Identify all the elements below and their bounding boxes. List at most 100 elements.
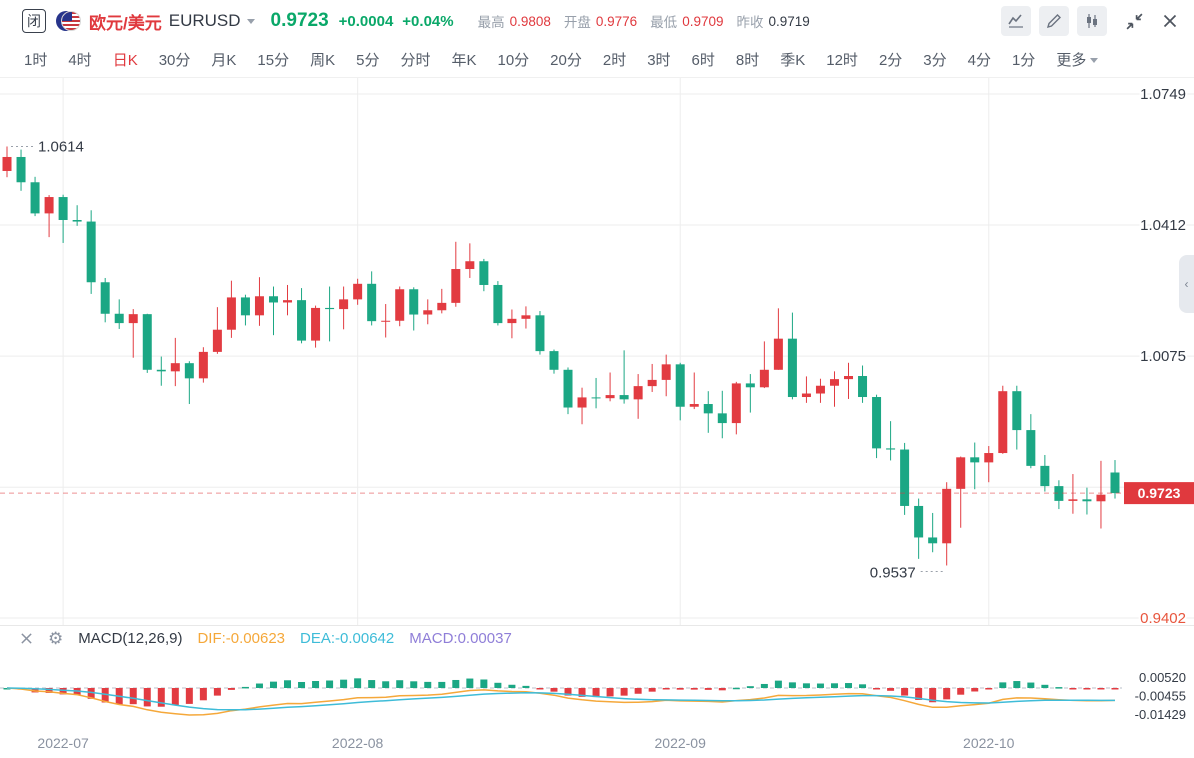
tab-15分[interactable]: 15分	[257, 52, 290, 69]
close-window-button[interactable]	[1162, 13, 1178, 29]
tab-more[interactable]: 更多	[1056, 49, 1099, 70]
tab-30分[interactable]: 30分	[158, 52, 191, 69]
macd-bar	[157, 688, 165, 707]
tab-周K[interactable]: 周K	[310, 52, 336, 69]
macd-bar	[746, 686, 754, 688]
macd-settings-button[interactable]: ⚙	[48, 629, 64, 648]
candle	[717, 413, 727, 424]
macd-value-label: MACD:0.00037	[409, 630, 512, 647]
macd-dea-label: DEA:-0.00642	[300, 630, 395, 647]
candle	[283, 300, 293, 303]
chevron-left-icon: ‹	[1184, 277, 1189, 291]
macd-bar	[59, 688, 67, 695]
candle	[1068, 499, 1078, 501]
tab-1时[interactable]: 1时	[24, 52, 48, 69]
grid-lines	[0, 78, 1194, 625]
tab-4分[interactable]: 4分	[967, 52, 991, 69]
tab-12时[interactable]: 12时	[826, 52, 858, 69]
tab-20分[interactable]: 20分	[550, 52, 582, 69]
candle	[311, 307, 321, 341]
dif-line	[6, 687, 1116, 716]
collapse-window-button[interactable]	[1125, 12, 1144, 31]
pair-symbol[interactable]: EURUSD	[168, 11, 241, 30]
tab-3时[interactable]: 3时	[647, 52, 671, 69]
macd-bar	[943, 688, 951, 700]
macd-bar	[929, 688, 937, 703]
side-panel-toggle[interactable]: ‹	[1179, 255, 1194, 313]
candle	[297, 300, 307, 341]
macd-header: ⚙ MACD(12,26,9) DIF:-0.00623 DEA:-0.0064…	[0, 626, 1194, 651]
tab-日K[interactable]: 日K	[112, 52, 138, 69]
draw-tool-button[interactable]	[1039, 6, 1069, 36]
candle	[381, 320, 391, 322]
x-axis: 2022-07 2022-08 2022-09 2022-10	[0, 728, 1194, 758]
candle	[226, 297, 236, 330]
dea-line	[6, 687, 1115, 711]
macd-bar	[634, 688, 642, 694]
chart-type-button[interactable]	[1001, 6, 1031, 36]
candle	[970, 457, 980, 463]
macd-bar	[1111, 688, 1119, 690]
macd-remove-button[interactable]	[20, 632, 33, 645]
x-axis-label: 2022-07	[37, 735, 89, 751]
tab-4时[interactable]: 4时	[68, 52, 92, 69]
macd-bar	[227, 688, 235, 690]
indicator-settings-button[interactable]	[1077, 6, 1107, 36]
tab-年K[interactable]: 年K	[451, 52, 477, 69]
stat-value: 0.9776	[595, 13, 638, 29]
macd-bar	[592, 688, 600, 698]
macd-bar	[648, 688, 656, 692]
tab-8时[interactable]: 8时	[735, 52, 760, 69]
x-axis-label: 2022-10	[963, 735, 1015, 751]
candles-icon	[1087, 14, 1097, 28]
macd-bar	[718, 688, 726, 691]
macd-bar	[774, 680, 782, 688]
tab-5分[interactable]: 5分	[356, 52, 380, 69]
tab-2时[interactable]: 2时	[602, 52, 627, 69]
macd-bar	[760, 683, 768, 688]
macd-bar	[985, 688, 993, 690]
candle	[493, 284, 503, 324]
high-annotation: 1.0614	[38, 138, 84, 155]
tab-3分[interactable]: 3分	[923, 52, 947, 69]
y-axis-label: 1.0412	[1140, 217, 1186, 234]
tab-10分[interactable]: 10分	[497, 52, 530, 69]
macd-bar	[564, 688, 572, 696]
macd-bar	[284, 680, 292, 688]
tab-2分[interactable]: 2分	[878, 52, 903, 69]
candle	[1026, 430, 1036, 466]
macd-chart-canvas[interactable]: 0.00520 -0.00455 -0.01429	[0, 651, 1194, 728]
collapse-arrows-icon	[1126, 13, 1143, 29]
macd-bar	[213, 688, 221, 696]
candle	[240, 297, 250, 316]
candle	[829, 379, 839, 386]
candle	[942, 488, 952, 544]
candle	[956, 457, 966, 489]
candle	[731, 383, 741, 424]
tab-6时[interactable]: 6时	[691, 52, 715, 69]
candle	[353, 283, 363, 300]
symbol-dropdown-caret-icon[interactable]	[246, 18, 255, 24]
candlesticks[interactable]	[2, 146, 1120, 566]
chart-area: 1.0614 0.9537 1.0749 1.0412 1.0075 0.9402 0.97…	[0, 78, 1194, 758]
candle	[984, 453, 994, 463]
tab-分时[interactable]: 分时	[400, 52, 431, 69]
candle	[689, 404, 699, 407]
main-chart-canvas[interactable]: 1.0614 0.9537 1.0749 1.0412 1.0075 0.9402 0.97…	[0, 78, 1194, 625]
tab-1分[interactable]: 1分	[1011, 52, 1036, 69]
macd-bar	[101, 688, 109, 703]
stat-value: 0.9808	[509, 13, 551, 29]
macd-bar	[550, 688, 558, 692]
macd-histogram	[3, 678, 1119, 707]
macd-axis-label: 0.00520	[1139, 670, 1186, 685]
macd-bar	[971, 688, 979, 692]
macd-bar	[676, 688, 684, 690]
candle	[465, 261, 475, 270]
macd-bar	[1083, 688, 1091, 690]
macd-bar	[830, 683, 838, 688]
line-chart-icon	[1008, 14, 1023, 28]
macd-bar	[662, 688, 670, 690]
tab-季K[interactable]: 季K	[780, 52, 806, 69]
tab-月K[interactable]: 月K	[211, 52, 237, 69]
candle	[339, 299, 349, 310]
